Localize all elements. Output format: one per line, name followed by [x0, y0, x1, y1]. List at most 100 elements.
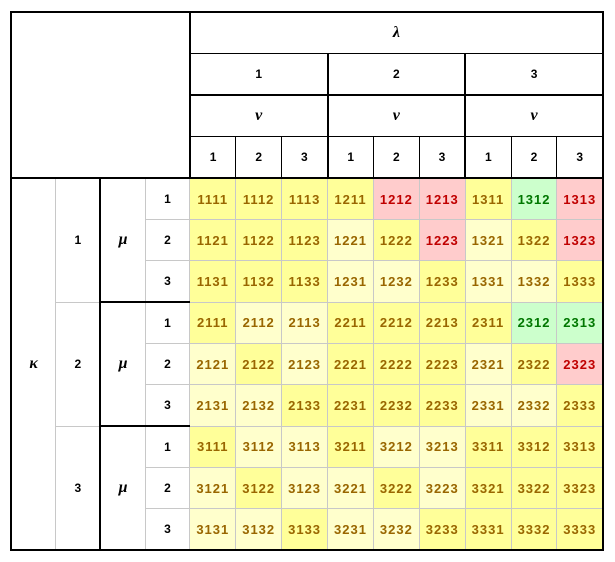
data-cell-1113[interactable]: 1113: [281, 177, 329, 220]
data-cell-1112[interactable]: 1112: [235, 177, 283, 220]
data-cell-2211[interactable]: 2211: [327, 301, 374, 344]
data-cell-2122[interactable]: 2122: [235, 343, 283, 385]
mu-value-cell[interactable]: 3: [144, 384, 191, 427]
data-cell-2121[interactable]: 2121: [189, 343, 237, 385]
kappa-header-cell[interactable]: κ: [10, 177, 57, 551]
data-cell-3111[interactable]: 3111: [189, 425, 237, 468]
data-cell-1111[interactable]: 1111: [189, 177, 237, 220]
data-cell-2213[interactable]: 2213: [418, 301, 466, 344]
data-cell-2323[interactable]: 2323: [556, 343, 604, 385]
nu-header-cell-3[interactable]: ν: [464, 94, 604, 137]
data-cell-1131[interactable]: 1131: [189, 260, 237, 303]
data-cell-3122[interactable]: 3122: [235, 467, 283, 509]
nu-header-cell-2[interactable]: ν: [326, 94, 466, 137]
data-cell-1232[interactable]: 1232: [372, 260, 420, 303]
data-cell-1233[interactable]: 1233: [418, 260, 466, 303]
data-cell-3232[interactable]: 3232: [372, 508, 420, 551]
data-cell-1323[interactable]: 1323: [556, 219, 604, 261]
data-cell-1333[interactable]: 1333: [556, 260, 604, 303]
data-cell-1332[interactable]: 1332: [510, 260, 558, 303]
mu-value-cell[interactable]: 3: [144, 508, 191, 551]
data-cell-2123[interactable]: 2123: [281, 343, 329, 385]
data-cell-1132[interactable]: 1132: [235, 260, 283, 303]
data-cell-3211[interactable]: 3211: [327, 425, 374, 468]
data-cell-1223[interactable]: 1223: [418, 219, 466, 261]
data-cell-3123[interactable]: 3123: [281, 467, 329, 509]
data-cell-2231[interactable]: 2231: [327, 384, 374, 427]
data-cell-3121[interactable]: 3121: [189, 467, 237, 509]
data-cell-3131[interactable]: 3131: [189, 508, 237, 551]
data-cell-2322[interactable]: 2322: [510, 343, 558, 385]
data-cell-2232[interactable]: 2232: [372, 384, 420, 427]
mu-value-cell[interactable]: 2: [144, 343, 191, 385]
data-cell-1133[interactable]: 1133: [281, 260, 329, 303]
data-cell-3231[interactable]: 3231: [327, 508, 374, 551]
data-cell-1321[interactable]: 1321: [464, 219, 512, 261]
nu-value-cell[interactable]: 1: [326, 136, 374, 179]
data-cell-3113[interactable]: 3113: [281, 425, 329, 468]
data-cell-1211[interactable]: 1211: [327, 177, 374, 220]
nu-value-cell[interactable]: 3: [556, 136, 604, 179]
mu-value-cell[interactable]: 2: [144, 467, 191, 509]
data-cell-2321[interactable]: 2321: [464, 343, 512, 385]
data-cell-2333[interactable]: 2333: [556, 384, 604, 427]
mu-header-cell[interactable]: μ: [99, 425, 146, 551]
data-cell-2222[interactable]: 2222: [372, 343, 420, 385]
data-cell-3331[interactable]: 3331: [464, 508, 512, 551]
data-cell-3223[interactable]: 3223: [418, 467, 466, 509]
data-cell-2233[interactable]: 2233: [418, 384, 466, 427]
data-cell-3233[interactable]: 3233: [418, 508, 466, 551]
data-cell-1221[interactable]: 1221: [327, 219, 374, 261]
data-cell-2221[interactable]: 2221: [327, 343, 374, 385]
data-cell-2312[interactable]: 2312: [510, 301, 558, 344]
data-cell-2332[interactable]: 2332: [510, 384, 558, 427]
data-cell-3323[interactable]: 3323: [556, 467, 604, 509]
data-cell-2132[interactable]: 2132: [235, 384, 283, 427]
data-cell-2111[interactable]: 2111: [189, 301, 237, 344]
kappa-value-cell[interactable]: 2: [55, 301, 101, 427]
mu-value-cell[interactable]: 1: [144, 177, 191, 220]
data-cell-2223[interactable]: 2223: [418, 343, 466, 385]
data-cell-2131[interactable]: 2131: [189, 384, 237, 427]
data-cell-1222[interactable]: 1222: [372, 219, 420, 261]
data-cell-3332[interactable]: 3332: [510, 508, 558, 551]
nu-value-cell[interactable]: 3: [418, 136, 466, 179]
data-cell-1121[interactable]: 1121: [189, 219, 237, 261]
data-cell-2112[interactable]: 2112: [235, 301, 283, 344]
mu-header-cell[interactable]: μ: [99, 301, 146, 427]
data-cell-1313[interactable]: 1313: [556, 177, 604, 220]
data-cell-3213[interactable]: 3213: [418, 425, 466, 468]
nu-value-cell[interactable]: 2: [372, 136, 420, 179]
nu-header-cell-1[interactable]: ν: [188, 94, 329, 137]
data-cell-2311[interactable]: 2311: [464, 301, 512, 344]
data-cell-3222[interactable]: 3222: [372, 467, 420, 509]
nu-value-cell[interactable]: 2: [235, 136, 283, 179]
data-cell-1212[interactable]: 1212: [372, 177, 420, 220]
data-cell-3333[interactable]: 3333: [556, 508, 604, 551]
data-cell-2313[interactable]: 2313: [556, 301, 604, 344]
data-cell-2212[interactable]: 2212: [372, 301, 420, 344]
data-cell-3132[interactable]: 3132: [235, 508, 283, 551]
mu-value-cell[interactable]: 2: [144, 219, 191, 261]
data-cell-2113[interactable]: 2113: [281, 301, 329, 344]
data-cell-3311[interactable]: 3311: [464, 425, 512, 468]
data-cell-1312[interactable]: 1312: [510, 177, 558, 220]
data-cell-2331[interactable]: 2331: [464, 384, 512, 427]
data-cell-1213[interactable]: 1213: [418, 177, 466, 220]
data-cell-3221[interactable]: 3221: [327, 467, 374, 509]
data-cell-2133[interactable]: 2133: [281, 384, 329, 427]
lambda-value-cell-1[interactable]: 1: [188, 53, 329, 96]
data-cell-3212[interactable]: 3212: [372, 425, 420, 468]
lambda-value-cell-2[interactable]: 2: [326, 53, 466, 96]
lambda-header-cell[interactable]: λ: [188, 11, 604, 54]
mu-value-cell[interactable]: 3: [144, 260, 191, 303]
data-cell-3133[interactable]: 3133: [281, 508, 329, 551]
data-cell-3112[interactable]: 3112: [235, 425, 283, 468]
data-cell-3313[interactable]: 3313: [556, 425, 604, 468]
data-cell-1123[interactable]: 1123: [281, 219, 329, 261]
data-cell-1311[interactable]: 1311: [464, 177, 512, 220]
nu-value-cell[interactable]: 2: [510, 136, 558, 179]
mu-value-cell[interactable]: 1: [144, 425, 191, 468]
lambda-value-cell-3[interactable]: 3: [464, 53, 604, 96]
data-cell-1322[interactable]: 1322: [510, 219, 558, 261]
